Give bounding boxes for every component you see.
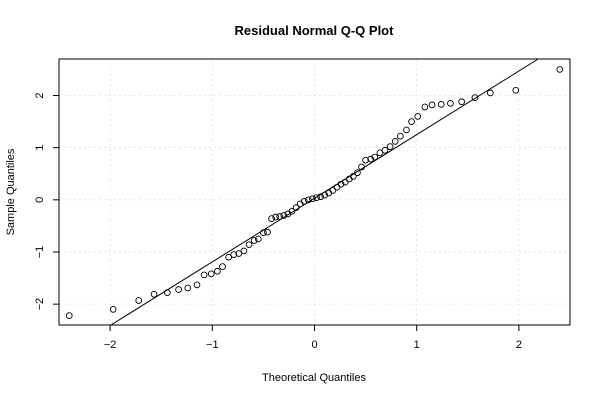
data-point [292, 204, 300, 211]
x-tick-label: 2 [516, 339, 522, 351]
data-point [414, 113, 422, 120]
data-point [276, 213, 284, 220]
data-point [428, 101, 436, 109]
data-point [272, 213, 280, 221]
data-point [349, 173, 357, 180]
data-point [214, 267, 221, 275]
data-point [512, 86, 520, 94]
x-tick-label: −2 [104, 339, 117, 351]
data-point [321, 191, 329, 199]
data-point [371, 153, 379, 161]
data-points [65, 66, 564, 319]
data-point [305, 196, 312, 204]
data-point [184, 284, 192, 292]
data-point [288, 207, 296, 215]
x-tick-label: 1 [414, 339, 420, 351]
data-point [367, 155, 375, 163]
data-point [376, 149, 384, 157]
data-point [230, 251, 238, 258]
data-point [268, 215, 275, 222]
data-point [386, 143, 394, 150]
data-point [447, 99, 454, 107]
data-point [109, 306, 117, 313]
data-point [235, 250, 243, 257]
data-point [280, 212, 288, 219]
x-tick-label: −1 [206, 339, 219, 351]
data-point [421, 103, 429, 111]
data-point [240, 247, 248, 255]
y-tick-label: 1 [34, 145, 46, 151]
data-point [300, 198, 308, 205]
chart-title: Residual Normal Q-Q Plot [235, 23, 395, 38]
y-tick-label: 0 [34, 197, 46, 203]
data-point [193, 281, 201, 289]
data-point [358, 163, 365, 171]
y-tick-label: −2 [34, 298, 46, 311]
data-point [337, 180, 345, 188]
data-point [354, 169, 361, 177]
data-point [207, 270, 215, 278]
data-point [486, 89, 494, 97]
data-point [437, 101, 445, 108]
data-point [556, 66, 564, 73]
x-axis-label: Theoretical Quantiles [262, 372, 366, 384]
data-point [362, 156, 369, 164]
x-tick-label: 0 [311, 339, 317, 351]
data-point [333, 183, 341, 191]
data-point [396, 132, 404, 140]
data-point [403, 126, 410, 134]
data-point [254, 235, 262, 243]
data-point [408, 118, 415, 125]
data-point [309, 195, 316, 203]
data-point [317, 193, 324, 201]
data-point [391, 138, 399, 145]
y-tick-label: 2 [34, 92, 46, 98]
data-point [458, 98, 466, 106]
y-axis-label: Sample Quantiles [5, 148, 17, 235]
data-point [219, 263, 226, 270]
data-point [150, 290, 158, 298]
data-point [250, 237, 258, 244]
data-point [200, 271, 208, 279]
data-point [313, 194, 320, 202]
grid-lines [59, 59, 570, 325]
y-tick-label: −1 [34, 246, 46, 259]
data-point [225, 253, 233, 261]
data-point [381, 146, 389, 154]
x-axis: −2 −1 0 1 2 [104, 324, 522, 351]
data-point [245, 241, 253, 249]
data-point [260, 229, 267, 237]
data-point [175, 286, 182, 293]
data-point [471, 94, 479, 101]
data-point [163, 289, 171, 297]
data-point [264, 228, 271, 236]
y-axis: −2 −1 0 1 2 [34, 92, 60, 311]
data-point [135, 297, 143, 304]
data-point [65, 312, 73, 319]
